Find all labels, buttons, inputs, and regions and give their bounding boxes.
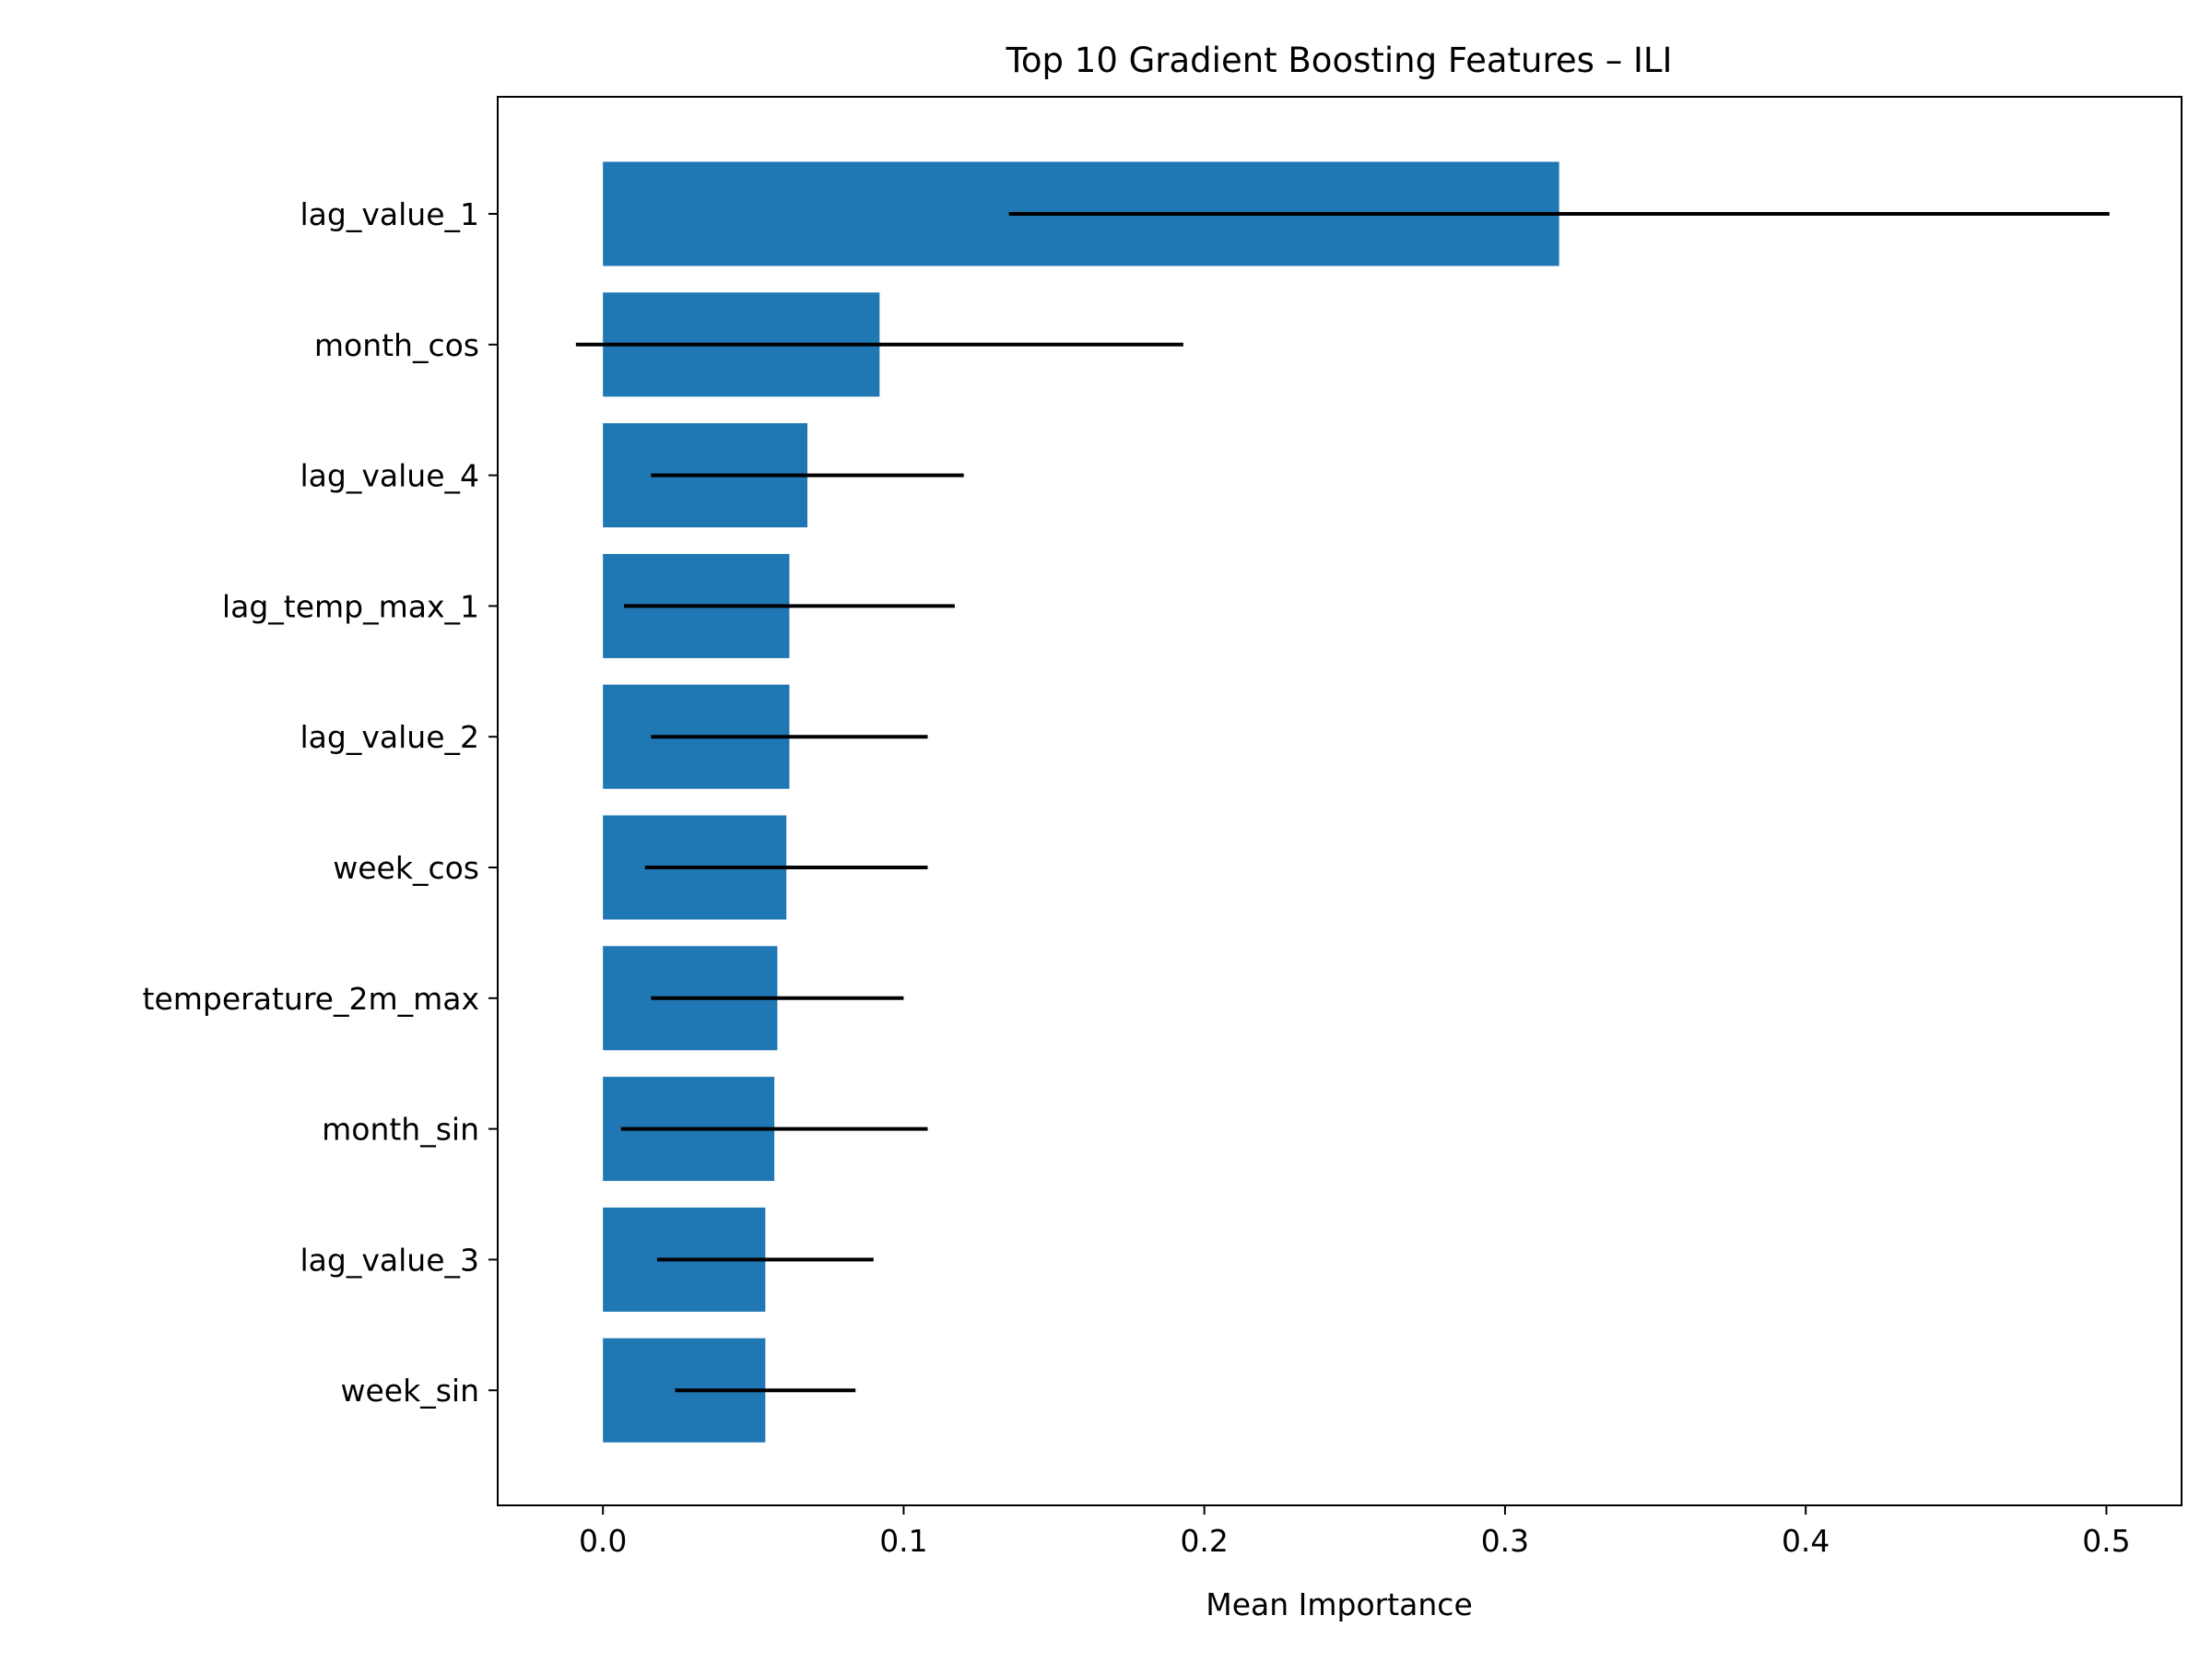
y-tick-label: lag_temp_max_1: [222, 588, 479, 624]
y-tick-label: week_sin: [341, 1373, 479, 1409]
error-bars-layer: [575, 212, 2110, 1393]
x-axis-label: Mean Importance: [1206, 1586, 1473, 1622]
y-tick-label: month_sin: [322, 1112, 479, 1148]
x-tick-label: 0.5: [2082, 1523, 2130, 1559]
x-axis: 0.0 0.1 0.2 0.3 0.4 0.5: [579, 1505, 2131, 1559]
bars-layer: [603, 161, 1559, 1443]
x-tick-label: 0.2: [1180, 1523, 1228, 1559]
y-tick-label: temperature_2m_max: [143, 981, 479, 1017]
y-tick-label: lag_value_1: [300, 196, 479, 232]
x-tick-label: 0.0: [579, 1523, 627, 1559]
y-tick-label: lag_value_2: [300, 719, 479, 755]
y-tick-label: lag_value_3: [300, 1242, 479, 1278]
y-tick-label: week_cos: [333, 850, 479, 886]
y-axis: lag_value_1 month_cos lag_value_4 lag_temp_…: [143, 196, 498, 1409]
x-tick-label: 0.4: [1782, 1523, 1830, 1559]
y-tick-label: lag_value_4: [300, 458, 479, 494]
chart-title: Top 10 Gradient Boosting Features – ILI: [1006, 41, 1673, 80]
x-tick-label: 0.1: [879, 1523, 927, 1559]
y-tick-label: month_cos: [314, 327, 479, 363]
x-tick-label: 0.3: [1481, 1523, 1529, 1559]
plot-frame: [497, 96, 2183, 1506]
